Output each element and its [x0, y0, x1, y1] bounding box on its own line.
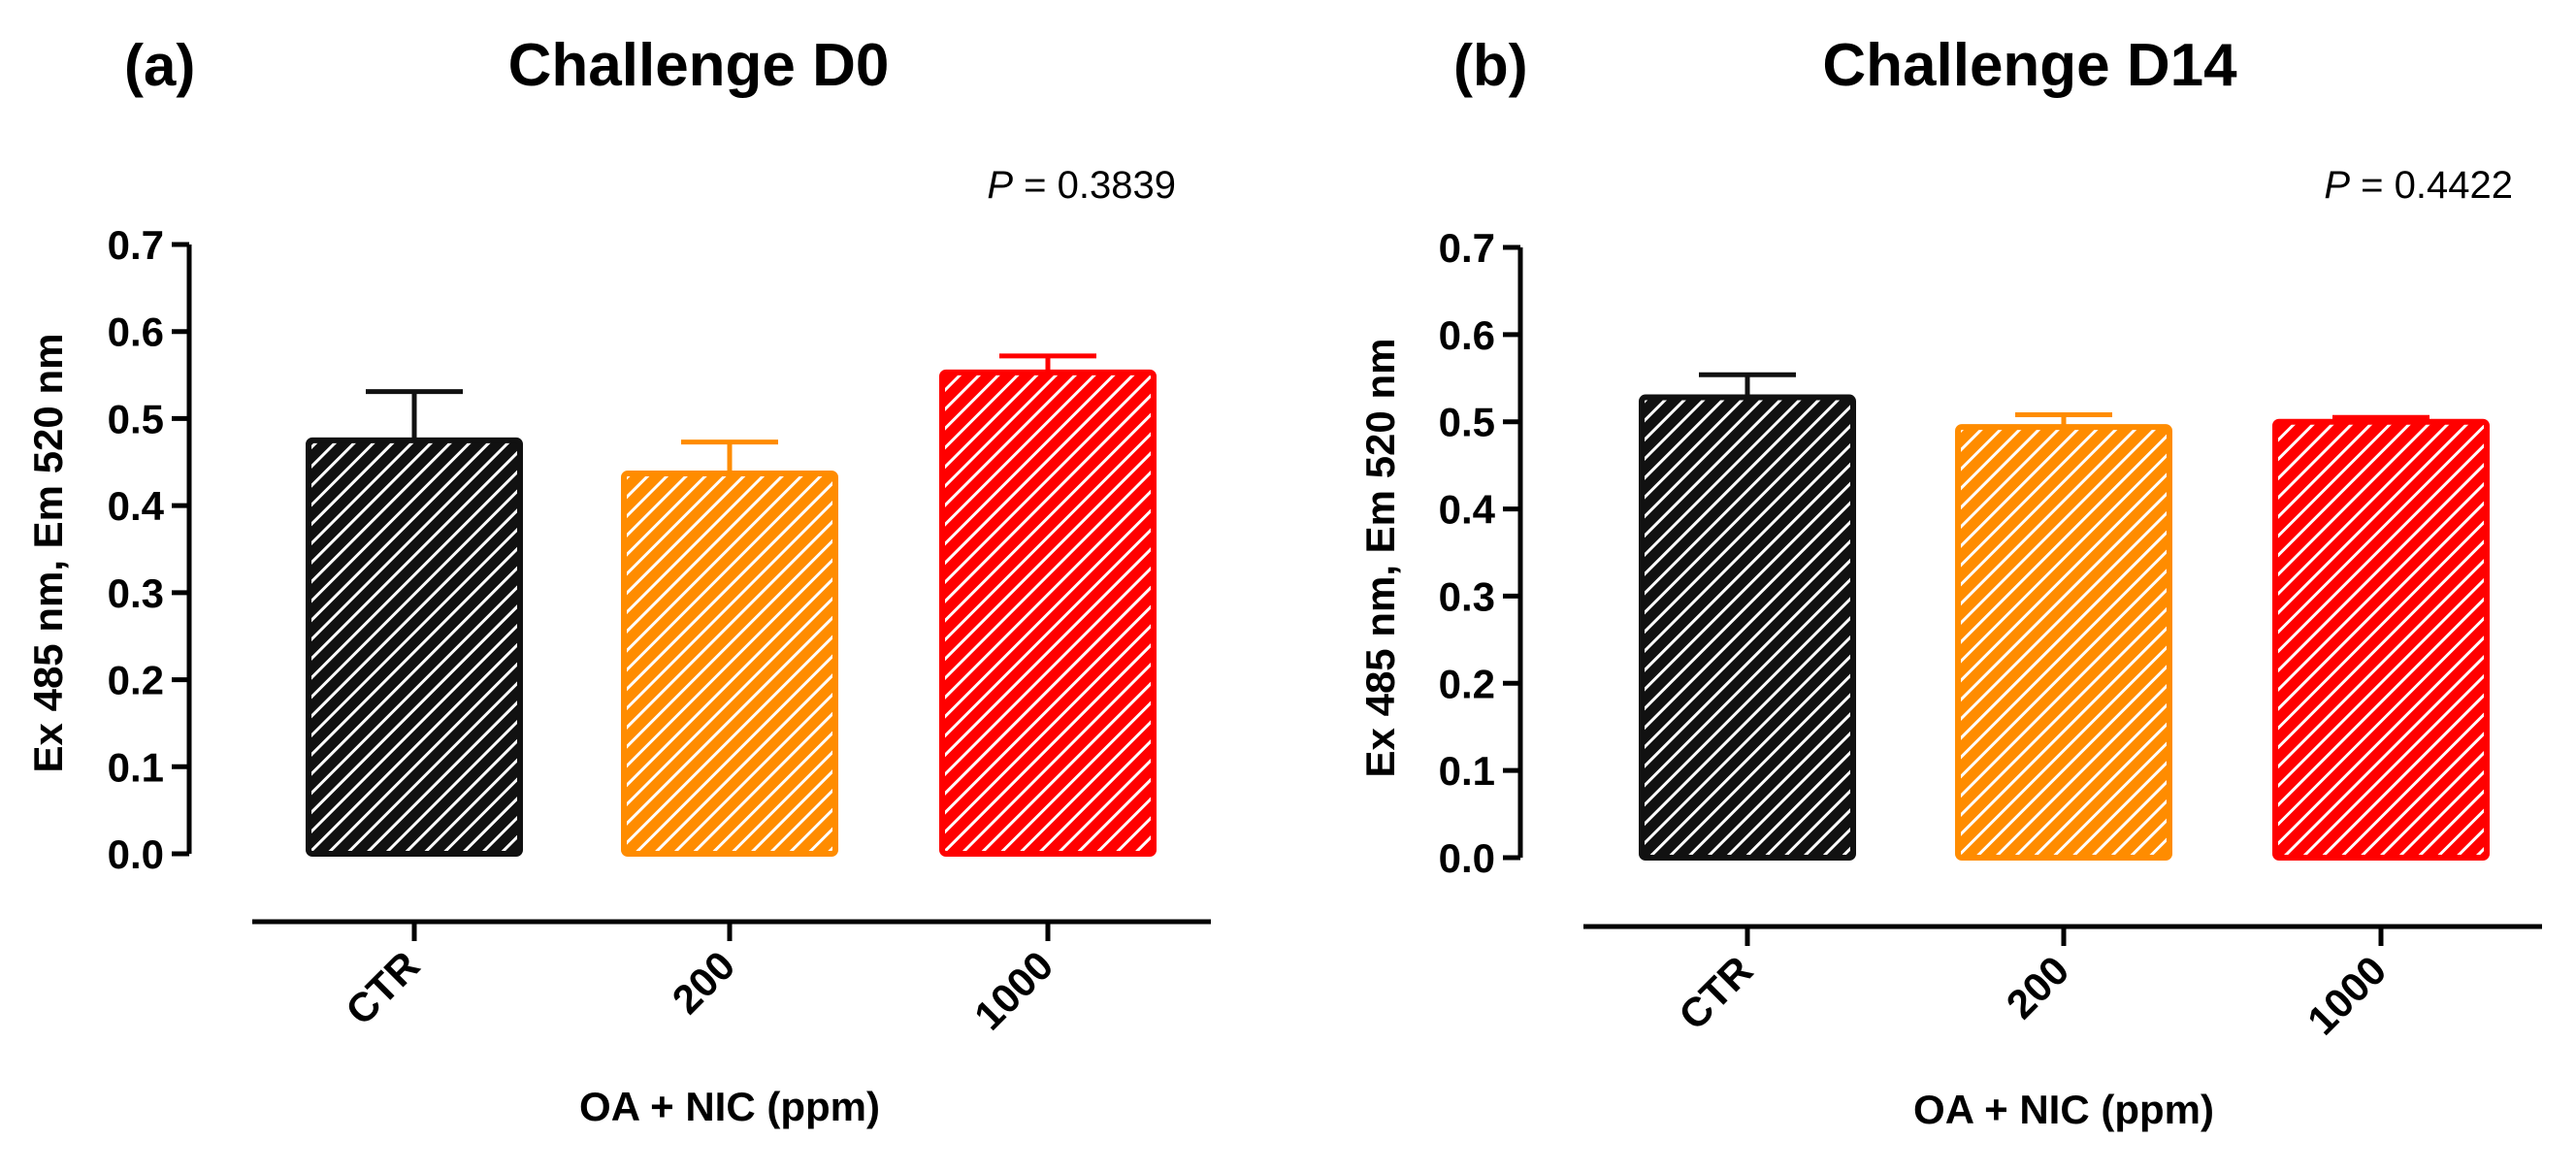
bar-a-200: [621, 470, 838, 857]
chart-title-a: Challenge D0: [508, 32, 890, 99]
y-axis-label-b: Ex 485 nm, Em 520 nm: [1357, 339, 1403, 778]
panel-letter-a: (a): [124, 33, 195, 98]
y-tick-label-b-4: 0.4: [1439, 487, 1496, 533]
y-tick-label-a-4: 0.4: [108, 483, 165, 529]
y-tick-label-a-5: 0.5: [108, 396, 164, 441]
x-axis-label-a: OA + NIC (ppm): [579, 1084, 880, 1129]
y-axis-label-a: Ex 485 nm, Em 520 nm: [25, 334, 71, 773]
x-tick-label-a-200: 200: [664, 942, 744, 1023]
y-tick-label-b-0: 0.0: [1439, 835, 1495, 881]
bar-a-ctr: [306, 437, 523, 857]
p-value-number-a: = 0.3839: [1013, 164, 1176, 207]
chart-title-b: Challenge D14: [1822, 32, 2237, 99]
x-tick-label-b-200: 200: [1998, 947, 2078, 1027]
p-value-symbol-a: P: [987, 164, 1013, 207]
y-tick-label-b-7: 0.7: [1439, 225, 1495, 271]
y-tick-label-a-7: 0.7: [108, 222, 164, 268]
x-tick-label-a-1000: 1000: [965, 942, 1061, 1038]
bar-b-ctr: [1639, 394, 1856, 861]
y-tick-label-b-6: 0.6: [1439, 312, 1495, 358]
p-value-number-b: = 0.4422: [2350, 164, 2513, 207]
y-tick-label-a-1: 0.1: [108, 744, 164, 790]
y-tick-label-b-1: 0.1: [1439, 748, 1495, 794]
p-value-symbol-b: P: [2324, 164, 2350, 207]
x-axis-label-b: OA + NIC (ppm): [1913, 1087, 2214, 1132]
x-tick-label-b-ctr: CTR: [1670, 947, 1761, 1038]
bar-b-1000: [2272, 418, 2490, 861]
y-tick-label-a-2: 0.2: [108, 658, 164, 703]
p-value-a: P = 0.3839: [987, 164, 1176, 207]
chart-panel-a: (a) Challenge D0 P = 0.3839 Ex 485 nm, E…: [25, 32, 1211, 1129]
bar-b-200: [1955, 424, 2172, 861]
y-tick-label-a-0: 0.0: [108, 831, 164, 877]
plot-area-a: 0.0 0.1 0.2 0.3 0.4 0.5 0.6 0.7 CTR 200 1000: [108, 222, 1211, 1038]
panel-letter-b: (b): [1453, 33, 1528, 98]
y-tick-label-b-2: 0.2: [1439, 661, 1495, 706]
x-tick-label-a-ctr: CTR: [337, 942, 428, 1033]
x-tick-label-b-1000: 1000: [2299, 947, 2395, 1043]
y-tick-label-b-3: 0.3: [1439, 573, 1495, 619]
y-tick-label-a-6: 0.6: [108, 309, 164, 355]
bar-a-1000: [939, 369, 1157, 857]
p-value-b: P = 0.4422: [2324, 164, 2513, 207]
chart-panel-b: (b) Challenge D14 P = 0.4422 Ex 485 nm, …: [1357, 32, 2542, 1132]
plot-area-b: 0.0 0.1 0.2 0.3 0.4 0.5 0.6 0.7 CTR 200 1000: [1439, 225, 2542, 1043]
y-tick-label-a-3: 0.3: [108, 570, 164, 616]
y-tick-label-b-5: 0.5: [1439, 400, 1495, 445]
